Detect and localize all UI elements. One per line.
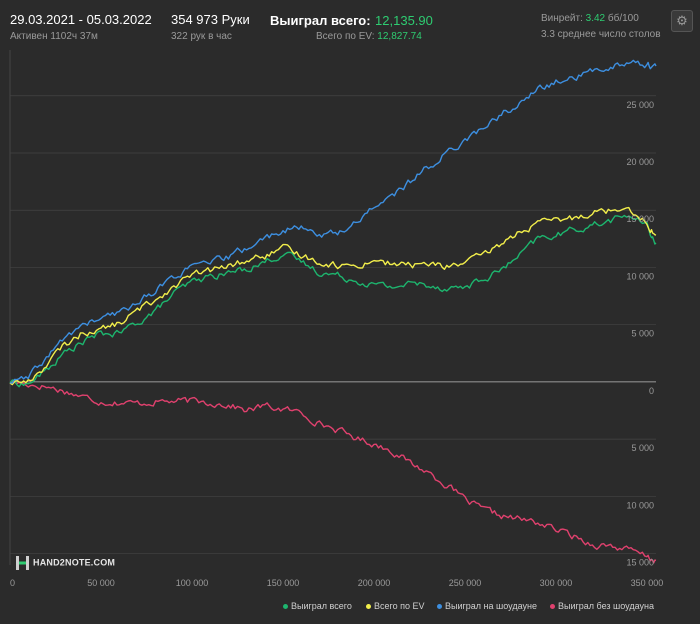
y-tick-label: 5 000 — [631, 329, 654, 339]
legend-dot — [283, 604, 288, 610]
series-showdown — [9, 59, 657, 384]
legend-item-won[interactable]: Выиграл всего — [283, 601, 352, 611]
winrate-label: Винрейт: — [541, 13, 583, 24]
won-total-label: Выиграл всего: — [270, 13, 371, 28]
y-tick-label: 20 000 — [626, 157, 654, 167]
series-won-total — [9, 214, 657, 388]
series-non-showdown — [9, 380, 657, 564]
legend-item-ev[interactable]: Всего по EV — [366, 601, 424, 611]
avg-tables: 3.3 среднее число столов — [541, 29, 661, 40]
y-tick-label: 10 000 — [626, 271, 654, 281]
ev-total-value: 12,827.74 — [377, 31, 422, 42]
x-tick-label: 150 000 — [267, 578, 300, 588]
grid-lines — [9, 50, 656, 565]
x-tick-label: 350 000 — [631, 578, 664, 588]
ev-total-label: Всего по EV: — [316, 31, 375, 42]
x-tick-label: 0 — [10, 578, 15, 588]
y-tick-label: 15 000 — [626, 558, 654, 568]
winrate: Винрейт: 3.42 бб/100 — [541, 13, 639, 24]
legend-dot — [437, 604, 442, 610]
legend-label: Всего по EV — [374, 601, 425, 611]
legend-label: Выиграл без шоудауна — [558, 601, 654, 611]
gear-icon: ⚙ — [676, 13, 688, 28]
legend-dot — [550, 604, 555, 610]
ev-total: Всего по EV: 12,827.74 — [316, 31, 422, 42]
x-tick-label: 300 000 — [540, 578, 573, 588]
x-tick-label: 200 000 — [358, 578, 391, 588]
active-time: Активен 1102ч 37м — [10, 31, 98, 42]
hands-count: 354 973 Руки — [171, 12, 250, 27]
series-ev-total — [9, 206, 657, 386]
legend-item-showdown[interactable]: Выиграл на шоудауне — [437, 601, 537, 611]
series-lines — [9, 59, 657, 564]
winrate-unit: бб/100 — [607, 13, 639, 24]
y-tick-label: 10 000 — [626, 500, 654, 510]
legend-label: Выиграл на шоудауне — [445, 601, 537, 611]
x-tick-labels: 0 50 000 100 000 150 000 200 000 250 000 300 0… — [10, 578, 663, 588]
date-range: 29.03.2021 - 05.03.2022 — [10, 12, 152, 27]
y-tick-label: 15 000 — [626, 214, 654, 224]
y-tick-label: 25 000 — [626, 100, 654, 110]
logo-text: HAND2NOTE.COM — [33, 557, 116, 568]
settings-button[interactable]: ⚙ — [671, 10, 693, 32]
won-total: Выиграл всего: 12,135.90 — [270, 12, 433, 30]
y-tick-labels: 25 000 20 000 15 000 10 000 5 000 0 5 000 10 00… — [626, 100, 654, 568]
hand2note-logo: HAND2NOTE.COM — [16, 556, 115, 570]
y-tick-label: 5 000 — [631, 443, 654, 453]
x-tick-label: 50 000 — [87, 578, 115, 588]
x-tick-label: 100 000 — [176, 578, 209, 588]
legend-item-nonshowdown[interactable]: Выиграл без шоудауна — [550, 601, 654, 611]
hand2note-logo-icon — [16, 556, 29, 570]
legend-dot — [366, 604, 371, 610]
y-tick-label: 0 — [649, 386, 654, 396]
winrate-value: 3.42 — [585, 13, 606, 24]
hands-per-hour: 322 рук в час — [171, 31, 232, 42]
x-tick-label: 250 000 — [449, 578, 482, 588]
won-total-value: 12,135.90 — [375, 13, 433, 28]
legend-label: Выиграл всего — [291, 601, 352, 611]
